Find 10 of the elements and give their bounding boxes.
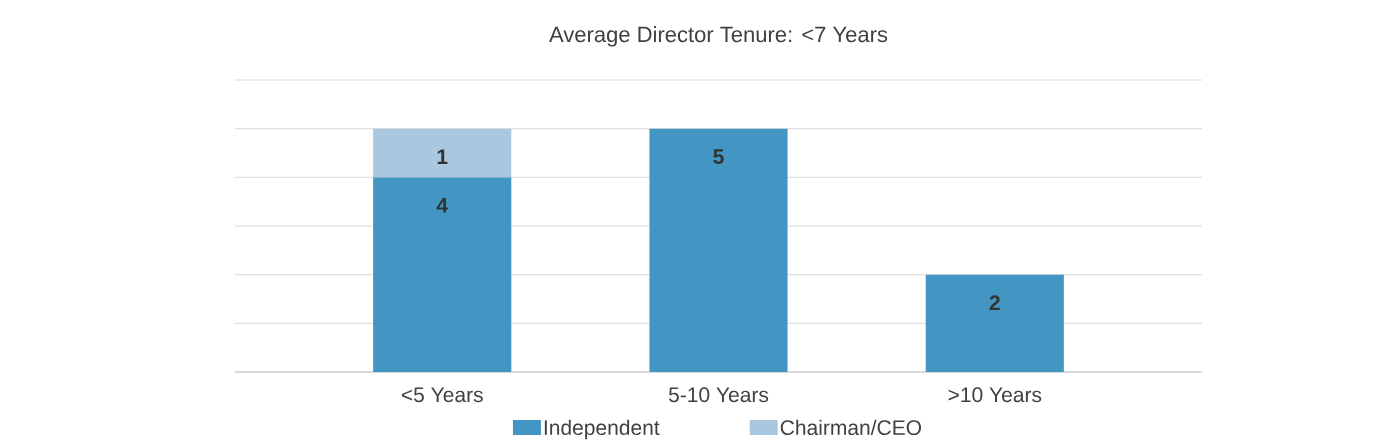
data-label: 5 bbox=[713, 149, 724, 164]
x-tick-label: <5 Years bbox=[401, 387, 483, 403]
x-tick-label: >10 Years bbox=[948, 387, 1042, 403]
data-label: 1 bbox=[437, 149, 448, 164]
chart-title: Average Director Tenure: <7 Years bbox=[549, 26, 888, 47]
legend-label: Chairman/CEO bbox=[780, 419, 922, 436]
legend-label: Independent bbox=[544, 419, 660, 440]
data-label: 2 bbox=[989, 295, 1000, 310]
x-tick-label: 5-10 Years bbox=[668, 387, 769, 403]
data-label: 4 bbox=[436, 198, 448, 213]
